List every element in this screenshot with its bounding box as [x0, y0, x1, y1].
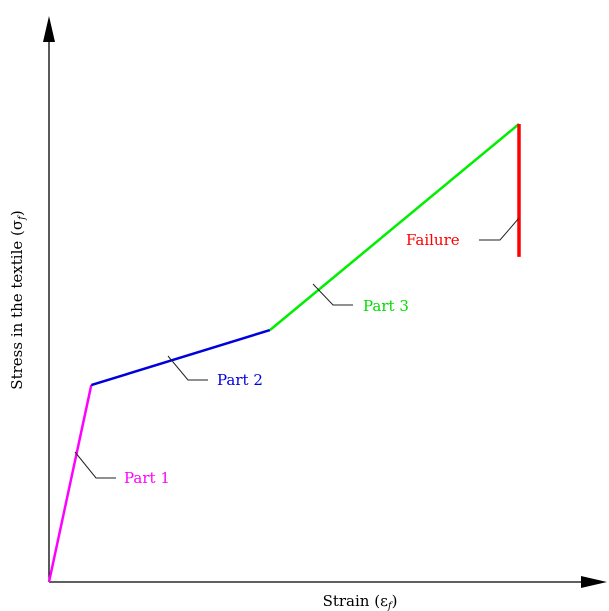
part-3-segment: [269, 123, 520, 332]
part1-leader: [74, 451, 116, 479]
part2-leader: [167, 355, 208, 381]
part1-label: Part 1: [124, 469, 170, 487]
y-axis-title: Stress in the textile (σf): [8, 210, 28, 389]
x-axis-title: Strain (εf): [323, 592, 398, 611]
y-axis-arrowhead: [43, 16, 55, 42]
failure-leader: [479, 217, 520, 241]
part3-label: Part 3: [363, 297, 409, 315]
x-axis-arrowhead: [581, 576, 607, 588]
part-2-segment: [90, 328, 271, 387]
part3-leader: [312, 283, 353, 306]
failure-label: Failure: [406, 231, 460, 249]
curve-segments: [47, 123, 521, 583]
part2-label: Part 2: [217, 371, 263, 389]
part-1-segment: [47, 384, 93, 583]
